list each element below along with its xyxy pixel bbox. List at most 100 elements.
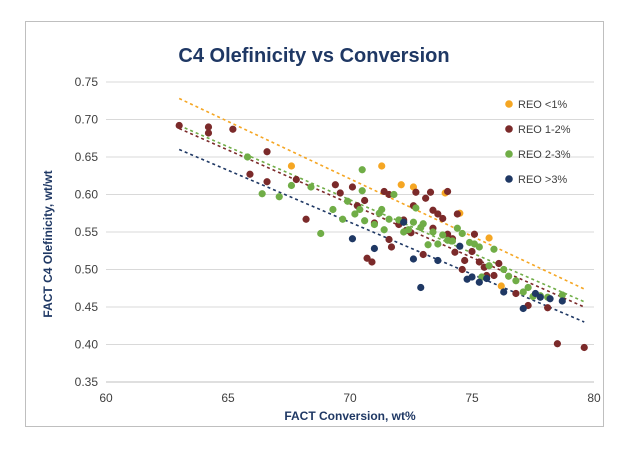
data-point: [397, 181, 405, 189]
data-point: [390, 190, 398, 199]
data-point: [512, 277, 520, 285]
data-point: [419, 250, 427, 259]
data-point: [417, 283, 425, 292]
data-point: [361, 217, 369, 225]
data-point: [378, 162, 386, 170]
data-point: [370, 244, 378, 253]
y-tick-label: 0.50: [75, 263, 99, 277]
legend: REO <1% REO 1-2% REO 2-3% REO >3%: [505, 99, 571, 186]
data-point: [434, 256, 442, 265]
data-point: [500, 288, 508, 296]
legend-marker: [505, 125, 513, 133]
y-tick-label: 0.55: [75, 225, 99, 239]
y-tick-labels: 0.35 0.40 0.45 0.50 0.55 0.60 0.65 0.70 0.75: [75, 75, 99, 389]
data-point: [368, 258, 376, 266]
legend-marker: [505, 150, 513, 158]
data-point: [546, 295, 554, 303]
y-tick-label: 0.75: [75, 75, 99, 89]
data-point: [456, 242, 464, 250]
data-point: [485, 262, 493, 270]
y-axis-title: FACT C4 Olefinicity, wt/wt: [41, 170, 55, 317]
data-point: [558, 291, 566, 299]
data-point: [243, 153, 252, 161]
data-point: [458, 265, 466, 274]
data-point: [500, 265, 508, 274]
data-point: [458, 229, 466, 238]
data-point: [409, 218, 418, 226]
legend-marker: [505, 175, 513, 183]
y-tick-label: 0.60: [75, 188, 99, 202]
y-tick-label: 0.35: [75, 375, 99, 389]
data-point: [387, 243, 396, 251]
data-point: [329, 205, 337, 214]
data-point: [512, 289, 520, 298]
data-point: [263, 148, 271, 156]
legend-label: REO >3%: [518, 174, 567, 186]
data-point: [351, 210, 359, 218]
y-tick-label: 0.45: [75, 300, 99, 314]
x-tick-label: 60: [99, 391, 113, 405]
data-point: [448, 237, 457, 245]
data-point: [475, 243, 483, 251]
x-tick-labels: 60 65 70 75 80: [99, 391, 601, 405]
data-point: [424, 241, 432, 249]
x-axis-title: FACT Conversion, wt%: [284, 409, 416, 423]
x-tick-label: 70: [343, 391, 357, 405]
data-point: [380, 226, 388, 234]
legend-label: REO 2-3%: [518, 149, 571, 161]
data-point: [558, 297, 566, 305]
data-point: [246, 170, 254, 178]
data-point: [409, 255, 418, 263]
scatter-chart: C4 Olefinicity vs Conversion 0.35 0.40 0.4…: [41, 45, 601, 423]
data-point: [422, 194, 430, 202]
data-points: [175, 121, 588, 352]
data-point: [287, 181, 296, 190]
data-point: [361, 196, 369, 205]
x-tick-label: 80: [587, 391, 601, 405]
data-point: [358, 187, 366, 195]
data-point: [524, 283, 532, 292]
data-point: [348, 235, 357, 243]
data-point: [483, 274, 491, 283]
data-point: [439, 214, 447, 223]
data-point: [434, 240, 442, 248]
data-point: [468, 273, 476, 281]
data-point: [444, 187, 452, 196]
data-point: [419, 220, 427, 228]
data-point: [544, 304, 552, 312]
data-point: [485, 234, 493, 242]
data-point: [287, 162, 296, 170]
data-point: [434, 210, 442, 218]
data-point: [348, 183, 357, 191]
data-point: [490, 271, 498, 280]
x-tick-label: 65: [221, 391, 235, 405]
data-point: [519, 304, 527, 313]
data-point: [580, 343, 588, 352]
data-point: [468, 247, 476, 256]
y-tick-label: 0.40: [75, 338, 99, 352]
chart-frame: C4 Olefinicity vs Conversion 0.35 0.40 0.4…: [25, 21, 604, 427]
data-point: [339, 215, 347, 223]
data-point: [475, 278, 483, 286]
data-point: [317, 229, 325, 238]
data-point: [553, 340, 562, 348]
data-point: [461, 256, 469, 265]
data-point: [426, 188, 435, 196]
data-point: [495, 259, 503, 268]
data-point: [204, 123, 213, 131]
data-point: [385, 235, 393, 244]
legend-label: REO 1-2%: [518, 124, 571, 136]
data-point: [400, 218, 408, 226]
data-point: [429, 228, 437, 236]
data-point: [490, 245, 498, 253]
data-point: [453, 224, 461, 232]
data-point: [363, 254, 371, 262]
data-point: [343, 197, 352, 205]
legend-marker: [505, 100, 513, 108]
data-point: [497, 282, 505, 290]
chart-title: C4 Olefinicity vs Conversion: [178, 45, 449, 67]
data-point: [302, 215, 310, 223]
data-point: [412, 204, 420, 212]
data-point: [475, 258, 483, 266]
data-point: [204, 129, 213, 137]
